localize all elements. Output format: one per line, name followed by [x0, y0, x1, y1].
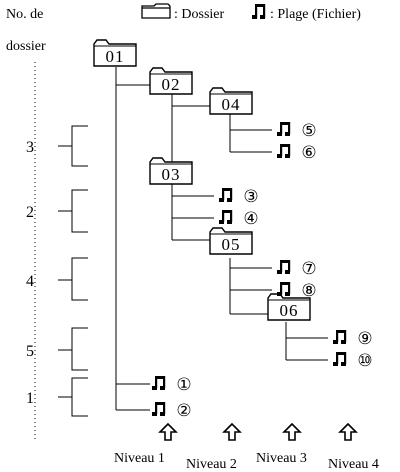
track-3: ③	[219, 187, 259, 206]
track-number: ③	[243, 187, 258, 206]
track-number: ②	[176, 401, 191, 420]
level-1: Niveau 1	[114, 422, 178, 466]
legend-track-text: : Plage (Fichier)	[270, 7, 361, 22]
track-9: ⑨	[333, 329, 373, 348]
up-arrow-icon	[338, 422, 358, 441]
folder-number-2: 2	[26, 204, 34, 221]
track-number: ⑩	[357, 351, 372, 370]
music-note-icon	[219, 210, 233, 224]
up-arrow-icon	[158, 422, 178, 441]
folder-number-brackets	[58, 125, 88, 417]
track-1: ①	[152, 375, 192, 394]
folder-number-5: 5	[26, 343, 34, 360]
folder-number-4: 4	[26, 273, 34, 290]
music-note-icon	[277, 122, 291, 136]
folder-label: 05	[222, 235, 241, 254]
track-number: ⑤	[301, 121, 316, 140]
folder-06: 06	[267, 293, 311, 321]
folder-label: 06	[280, 301, 299, 320]
track-8: ⑧	[277, 281, 317, 300]
up-arrow-icon	[222, 422, 242, 441]
track-7: ⑦	[277, 259, 317, 278]
folder-number-1: 1	[26, 390, 34, 407]
folder-01: 01	[93, 39, 137, 67]
track-2: ②	[152, 401, 192, 420]
music-note-icon	[333, 352, 347, 366]
level-3: Niveau 3	[256, 422, 307, 466]
music-note-icon	[152, 402, 166, 416]
folder-04: 04	[209, 87, 253, 115]
level-label: Niveau 3	[256, 451, 307, 466]
music-note-icon	[152, 376, 166, 390]
track-number: ⑧	[301, 281, 316, 300]
music-note-icon	[277, 282, 291, 296]
track-10: ⑩	[333, 351, 373, 370]
folder-label: 04	[222, 95, 241, 114]
folder-label: 03	[162, 165, 181, 184]
up-arrow-icon	[282, 422, 302, 441]
folder-label: 01	[106, 47, 125, 66]
legend: : Dossier : Plage (Fichier)	[141, 3, 361, 22]
music-note-icon	[277, 260, 291, 274]
folder-number-header-line2: dossier	[6, 39, 46, 54]
music-note-icon	[333, 330, 347, 344]
folder-02: 02	[149, 67, 193, 95]
legend-folder-text: : Dossier	[174, 7, 225, 22]
level-label: Niveau 1	[114, 451, 165, 466]
level-label: Niveau 2	[186, 457, 237, 472]
track-4: ④	[219, 209, 259, 228]
folder-number-3: 3	[26, 139, 34, 156]
track-number: ⑨	[357, 329, 372, 348]
track-number: ①	[176, 375, 191, 394]
level-2: Niveau 2	[186, 422, 242, 472]
folder-number-header-line1: No. de	[6, 7, 43, 22]
legend-folder-icon	[141, 3, 171, 19]
folder-03: 03	[149, 157, 193, 185]
legend-track-icon	[252, 4, 266, 19]
track-number: ④	[243, 209, 258, 228]
folder-05: 05	[209, 227, 253, 255]
track-5: ⑤	[277, 121, 317, 140]
track-6: ⑥	[277, 143, 317, 162]
music-note-icon	[219, 188, 233, 202]
track-number: ⑥	[301, 143, 316, 162]
level-label: Niveau 4	[328, 457, 379, 472]
track-number: ⑦	[301, 259, 316, 278]
folder-label: 02	[162, 75, 181, 94]
level-4: Niveau 4	[328, 422, 379, 472]
music-note-icon	[277, 144, 291, 158]
